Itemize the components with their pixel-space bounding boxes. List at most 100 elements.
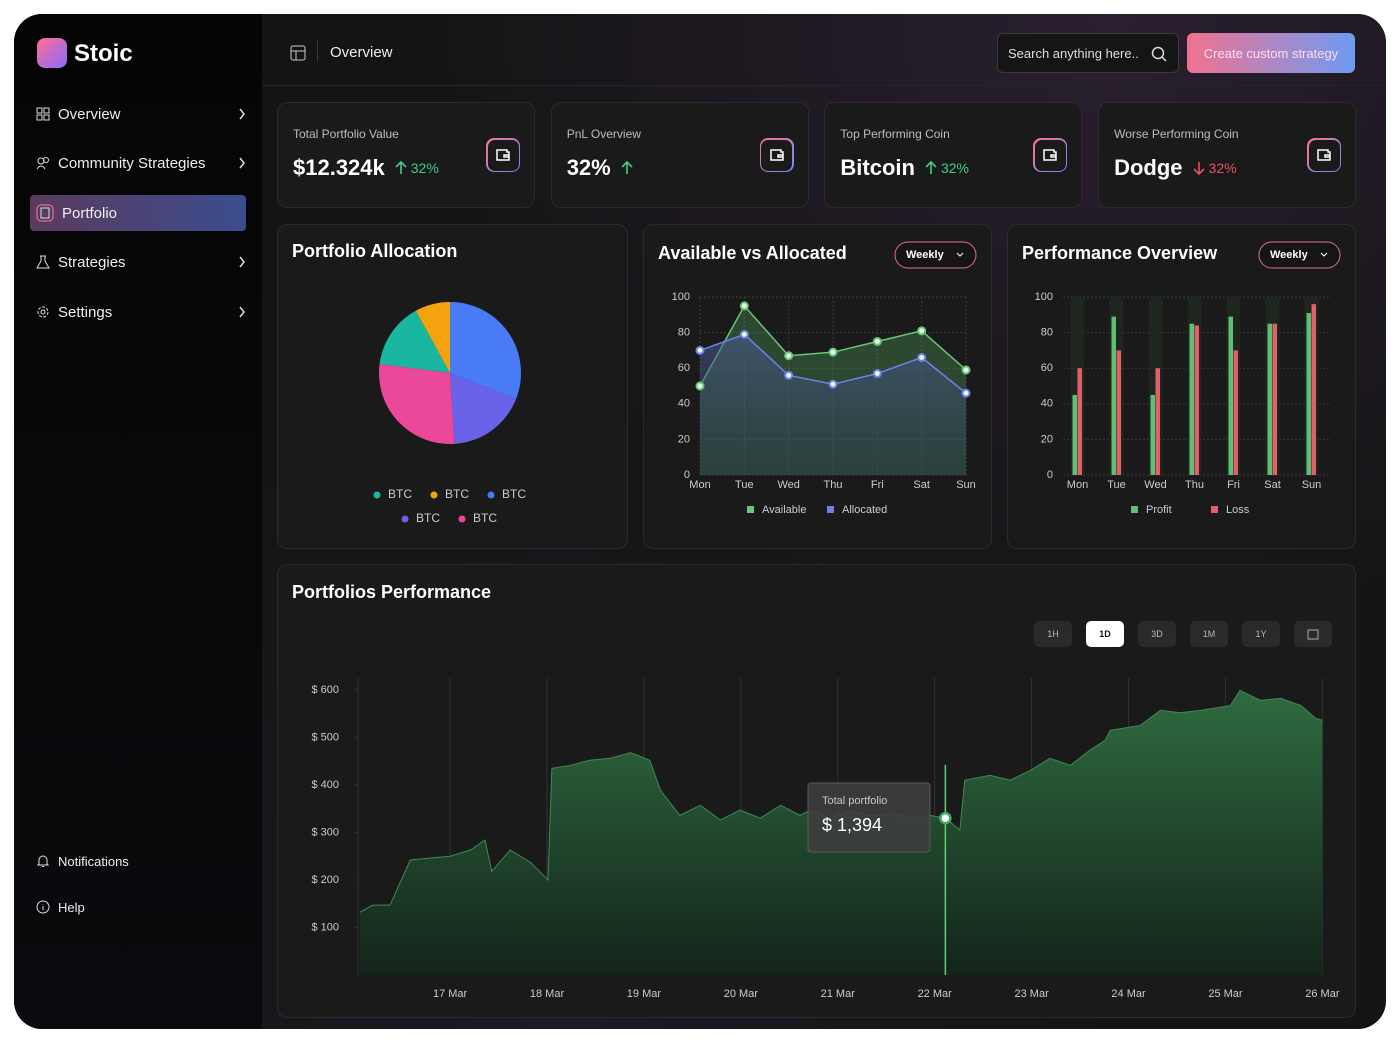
icon xyxy=(36,855,50,867)
stat-card: Total Portfolio Value $12.324k 32% xyxy=(277,102,535,208)
legend-label: BTC xyxy=(502,487,526,501)
bar xyxy=(1116,350,1121,475)
chart-title: Available vs Allocated xyxy=(658,243,847,263)
x-tick-label: 21 Mar xyxy=(821,988,856,1000)
calendar-button[interactable] xyxy=(1294,621,1332,647)
stat-value: Dodge xyxy=(1114,155,1183,180)
stat-value: Bitcoin xyxy=(840,155,915,180)
stat-value-row: Bitcoin 32% xyxy=(840,155,969,181)
nav-item[interactable]: Help xyxy=(36,889,252,925)
bar xyxy=(1306,313,1311,475)
chart-title: Portfolio Allocation xyxy=(292,241,457,261)
legend-label: Available xyxy=(762,504,806,516)
range-button[interactable]: 1H xyxy=(1034,621,1072,647)
y-tick-label: 100 xyxy=(1035,291,1053,303)
nav-label: Help xyxy=(58,899,85,915)
filter-button[interactable] xyxy=(1258,241,1341,269)
wallet-icon xyxy=(1307,138,1342,172)
series-point xyxy=(917,326,927,336)
wallet-shape xyxy=(1317,149,1331,161)
legend-label: BTC xyxy=(473,511,497,525)
y-tick-label: 60 xyxy=(678,362,690,374)
bar xyxy=(1272,323,1277,475)
search-box[interactable]: Search anything here.. xyxy=(997,33,1179,73)
x-tick-label: 20 Mar xyxy=(724,988,759,1000)
stat-change-value: 32% xyxy=(1208,160,1237,176)
legend-swatch xyxy=(1211,506,1218,513)
trend-arrow xyxy=(395,161,407,174)
x-tick-label: Thu xyxy=(1185,479,1204,491)
wallet-icon-inner xyxy=(1308,139,1340,171)
x-tick-label: Fri xyxy=(871,479,884,491)
range-button[interactable]: 1M xyxy=(1190,621,1228,647)
x-tick-label: Tue xyxy=(1107,479,1126,491)
x-tick-label: Mon xyxy=(1067,479,1088,491)
arrow xyxy=(1192,162,1205,175)
trend-arrow xyxy=(621,161,633,174)
nav-item[interactable]: Community Strategies xyxy=(36,145,252,181)
stat-label: Top Performing Coin xyxy=(840,127,950,141)
logo xyxy=(37,38,67,68)
icon xyxy=(36,204,54,222)
series-area xyxy=(700,334,966,475)
range-button[interactable]: 1Y xyxy=(1242,621,1280,647)
bar xyxy=(1267,323,1272,475)
header-divider xyxy=(262,85,1386,86)
nav-item-active[interactable]: Portfolio xyxy=(30,195,246,231)
stat-value: 32% xyxy=(566,155,611,180)
x-tick-label: 22 Mar xyxy=(918,988,953,1000)
legend-dot xyxy=(401,515,409,523)
stat-change-value: 32% xyxy=(940,160,969,176)
stat-label: Worse Performing Coin xyxy=(1114,127,1239,141)
search-icon xyxy=(1151,46,1167,62)
nav-item[interactable]: Overview xyxy=(36,96,252,132)
stat-value-row: 32% xyxy=(567,155,633,181)
legend-label: BTC xyxy=(388,487,412,501)
trend-arrow xyxy=(1192,162,1205,175)
sidebar: Stoic Overview Community Strategies Port… xyxy=(14,14,262,1029)
chevron xyxy=(239,306,245,318)
legend-dot xyxy=(458,515,466,523)
y-tick-label: 80 xyxy=(678,327,690,339)
filter-button[interactable] xyxy=(894,241,977,269)
x-tick-label: Fri xyxy=(1227,479,1240,491)
y-tick-label: 80 xyxy=(1041,327,1053,339)
wallet xyxy=(769,149,784,161)
pie-slice xyxy=(379,310,450,373)
x-tick-label: 18 Mar xyxy=(530,988,565,1000)
filter-label: Weekly xyxy=(906,249,945,261)
range-button[interactable]: 1D xyxy=(1086,621,1124,647)
series-point xyxy=(828,347,838,357)
y-tick-label: $ 100 xyxy=(311,921,339,933)
pie-slice xyxy=(450,302,521,400)
tooltip-label: Total portfolio xyxy=(822,795,887,807)
performance-card xyxy=(1007,224,1356,549)
chart-title: Portfolios Performance xyxy=(292,582,491,602)
x-tick-label: Sun xyxy=(1302,479,1322,491)
page-title: Overview xyxy=(330,44,393,61)
calendar-icon xyxy=(1307,629,1319,640)
create-button[interactable]: Create custom strategy xyxy=(1187,33,1355,73)
y-tick-label: 0 xyxy=(684,469,690,481)
arrow xyxy=(395,161,407,174)
arrow xyxy=(621,161,633,174)
layout-icon xyxy=(290,45,306,61)
stat-value: $12.324k xyxy=(293,155,385,180)
x-tick-label: Wed xyxy=(777,479,799,491)
x-tick-label: 23 Mar xyxy=(1015,988,1050,1000)
bar xyxy=(1072,394,1077,475)
nav-item[interactable]: Notifications xyxy=(36,843,252,879)
legend-dot xyxy=(430,491,438,499)
x-tick-label: Sat xyxy=(913,479,930,491)
nav-item[interactable]: Settings xyxy=(36,294,252,330)
legend-dot xyxy=(487,491,495,499)
nav-item[interactable]: Strategies xyxy=(36,244,252,280)
range-button[interactable]: 3D xyxy=(1138,621,1176,647)
icon xyxy=(36,157,49,170)
y-tick-label: $ 200 xyxy=(311,874,339,886)
x-tick-label: Thu xyxy=(824,479,843,491)
bar xyxy=(1077,368,1082,475)
wallet-icon-inner xyxy=(487,139,519,171)
bar xyxy=(1155,368,1160,475)
x-tick-label: Sun xyxy=(956,479,976,491)
